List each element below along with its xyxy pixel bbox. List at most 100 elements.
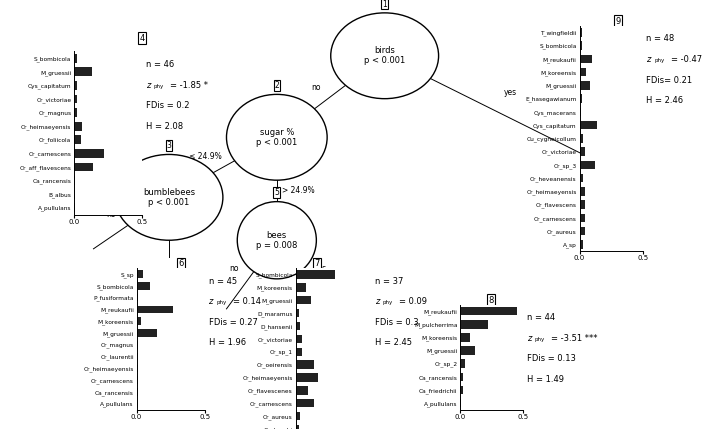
Text: 1: 1 [383,0,387,9]
Bar [137,294,138,302]
Text: no: no [229,264,239,272]
Text: 5: 5 [275,188,279,197]
Bar [74,122,82,130]
Bar [580,68,586,76]
Text: 3: 3 [167,141,171,150]
Text: H = 1.49: H = 1.49 [527,375,564,384]
Text: birds
p < 0.001: birds p < 0.001 [364,46,406,66]
Bar [74,190,75,199]
Bar [580,227,585,236]
Bar [74,108,77,117]
Text: phy: phy [383,300,393,305]
Bar [460,399,462,408]
Text: n = 44: n = 44 [527,313,555,322]
Text: = -0.47: = -0.47 [671,55,702,64]
Text: z: z [146,81,150,90]
Ellipse shape [226,94,327,180]
Text: yes: yes [182,217,195,225]
Text: = -1.85 *: = -1.85 * [170,81,209,90]
Bar [580,121,597,130]
Text: = 0.09: = 0.09 [399,297,427,306]
Text: phy: phy [154,84,164,89]
Text: 6: 6 [178,259,184,268]
Bar [137,282,150,290]
Text: H = 2.08: H = 2.08 [146,122,183,131]
Text: no: no [106,210,116,219]
Bar [580,28,582,36]
Text: H = 2.46: H = 2.46 [646,96,684,105]
Text: z: z [646,55,651,64]
Bar [580,54,592,63]
Ellipse shape [237,202,316,279]
Text: FDis = 0.2: FDis = 0.2 [146,101,190,110]
Bar [296,283,306,292]
Text: 4: 4 [139,34,145,43]
Text: FDis= 0.21: FDis= 0.21 [646,76,692,85]
Text: H = 1.96: H = 1.96 [209,338,246,347]
Bar [296,399,313,408]
Bar [137,341,138,349]
Ellipse shape [115,154,223,240]
Bar [580,187,585,196]
Bar [296,309,298,317]
Bar [137,317,141,325]
Bar [74,176,75,185]
Bar [460,360,465,368]
Bar [580,160,595,169]
Bar [137,270,143,278]
Bar [137,329,157,337]
Text: z: z [527,334,531,343]
Bar [296,360,313,369]
Bar [460,372,463,381]
Bar [137,376,138,384]
Bar [296,425,298,429]
Bar [137,400,138,408]
Bar [296,335,301,343]
Bar [460,333,470,342]
Text: FDis = 0.13: FDis = 0.13 [527,354,576,363]
Bar [74,81,77,90]
Text: yes: yes [313,264,326,272]
Bar [296,386,308,395]
Bar [460,307,517,315]
Bar [137,353,138,360]
Bar [296,373,318,382]
Bar [296,322,300,330]
Bar [460,320,488,329]
Bar [74,136,81,144]
Text: 9: 9 [615,17,621,26]
Text: bees
p = 0.008: bees p = 0.008 [256,230,298,250]
Text: phy: phy [216,300,226,305]
Text: sugar %
p < 0.001: sugar % p < 0.001 [256,127,298,147]
Bar [580,81,590,90]
Text: z: z [375,297,379,306]
Text: n = 48: n = 48 [646,34,674,43]
Text: FDis = 0.27: FDis = 0.27 [209,318,257,327]
Bar [580,134,583,143]
Text: = -3.51 ***: = -3.51 *** [551,334,598,343]
Text: yes: yes [504,88,517,97]
Bar [580,240,583,249]
Text: ≤ 24.9%: ≤ 24.9% [188,152,221,161]
Bar [296,347,301,356]
Bar [580,174,583,182]
Bar [580,41,582,50]
Text: H = 2.45: H = 2.45 [375,338,411,347]
Bar [296,296,311,305]
Text: 7: 7 [314,259,320,268]
Text: no: no [311,84,321,92]
Bar [137,388,138,396]
Text: = 0.14: = 0.14 [233,297,261,306]
Bar [74,163,93,171]
Text: bumblebees
p < 0.001: bumblebees p < 0.001 [143,187,195,207]
Text: n = 37: n = 37 [375,277,403,286]
Ellipse shape [331,13,439,99]
Text: > 24.9%: > 24.9% [282,187,315,195]
Text: FDis = 0.3: FDis = 0.3 [375,318,418,327]
Bar [580,147,585,156]
Bar [74,67,92,76]
Text: n = 45: n = 45 [209,277,237,286]
Bar [296,412,300,420]
Bar [137,365,138,372]
Text: 2: 2 [275,81,279,90]
